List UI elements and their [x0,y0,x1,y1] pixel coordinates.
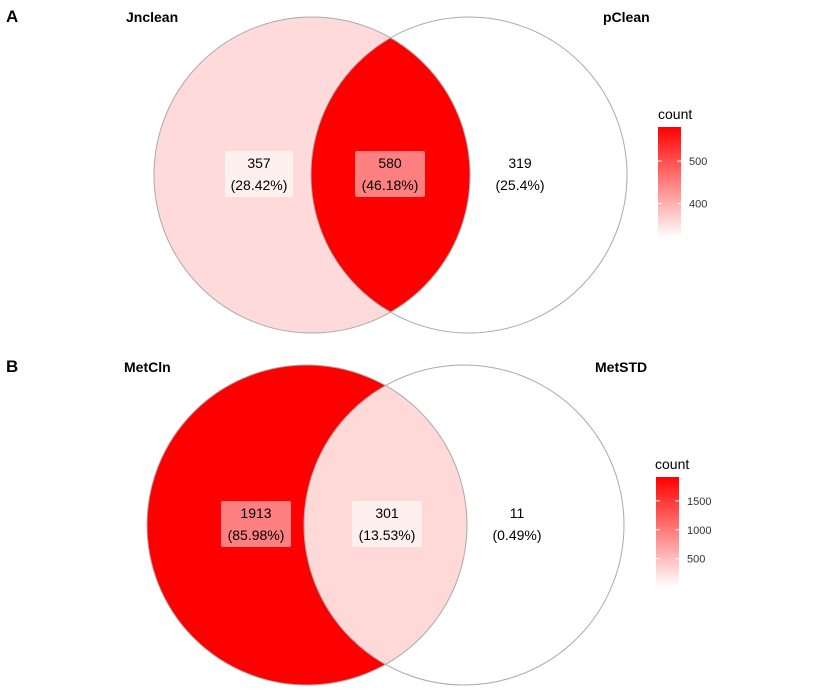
percent-a-right: (25.4%) [495,177,544,193]
panel-b-tag: B [6,357,18,376]
count-a-right: 319 [508,155,532,171]
circle-outline-b-right [303,364,625,686]
legend-a-ticks: 400 500 [658,156,707,211]
label-bg-a-overlap [355,151,425,197]
legend-tick-label: 500 [689,156,707,168]
legend-a-title: count [658,106,692,122]
percent-a-overlap: (46.18%) [362,177,419,193]
legend-tick-label: 400 [689,199,707,211]
panel-a-tag: A [6,7,18,26]
legend-tick-label: 500 [687,554,705,566]
legend-tick-label: 1000 [687,525,711,537]
circle-outline-a-right [310,16,628,334]
set-name-b-left: MetCln [124,359,171,375]
set-name-a-right: pClean [603,9,650,25]
panel-b: B MetCln MetSTD 1913 (85.98%) 301 (13.53… [6,357,711,686]
legend-b-title: count [655,456,689,472]
panel-a: A Jnclean pClean 357 (28.42%) 580 (46.18… [6,7,707,334]
count-a-overlap: 580 [378,155,402,171]
legend-a-colorbar [658,127,681,238]
set-name-a-left: Jnclean [126,9,178,25]
legend-b-ticks: 500 1000 1500 [656,496,711,566]
region-a-right [390,17,627,333]
count-a-left: 357 [247,155,271,171]
legend-tick-label: 1500 [687,496,711,508]
percent-a-left: (28.42%) [231,177,288,193]
circle-outline-b-left [146,364,468,686]
region-b-right [385,365,624,685]
label-bg-b-left [221,501,291,547]
percent-b-right: (0.49%) [492,527,541,543]
percent-b-overlap: (13.53%) [359,527,416,543]
label-bg-a-left [225,151,293,197]
count-b-overlap: 301 [375,505,399,521]
circle-outline-a-left [153,16,471,334]
count-b-left: 1913 [240,505,271,521]
percent-b-left: (85.98%) [228,527,285,543]
legend-b-colorbar [656,477,679,587]
set-name-b-right: MetSTD [595,359,647,375]
label-bg-b-overlap [352,501,422,547]
count-b-right: 11 [510,505,525,521]
